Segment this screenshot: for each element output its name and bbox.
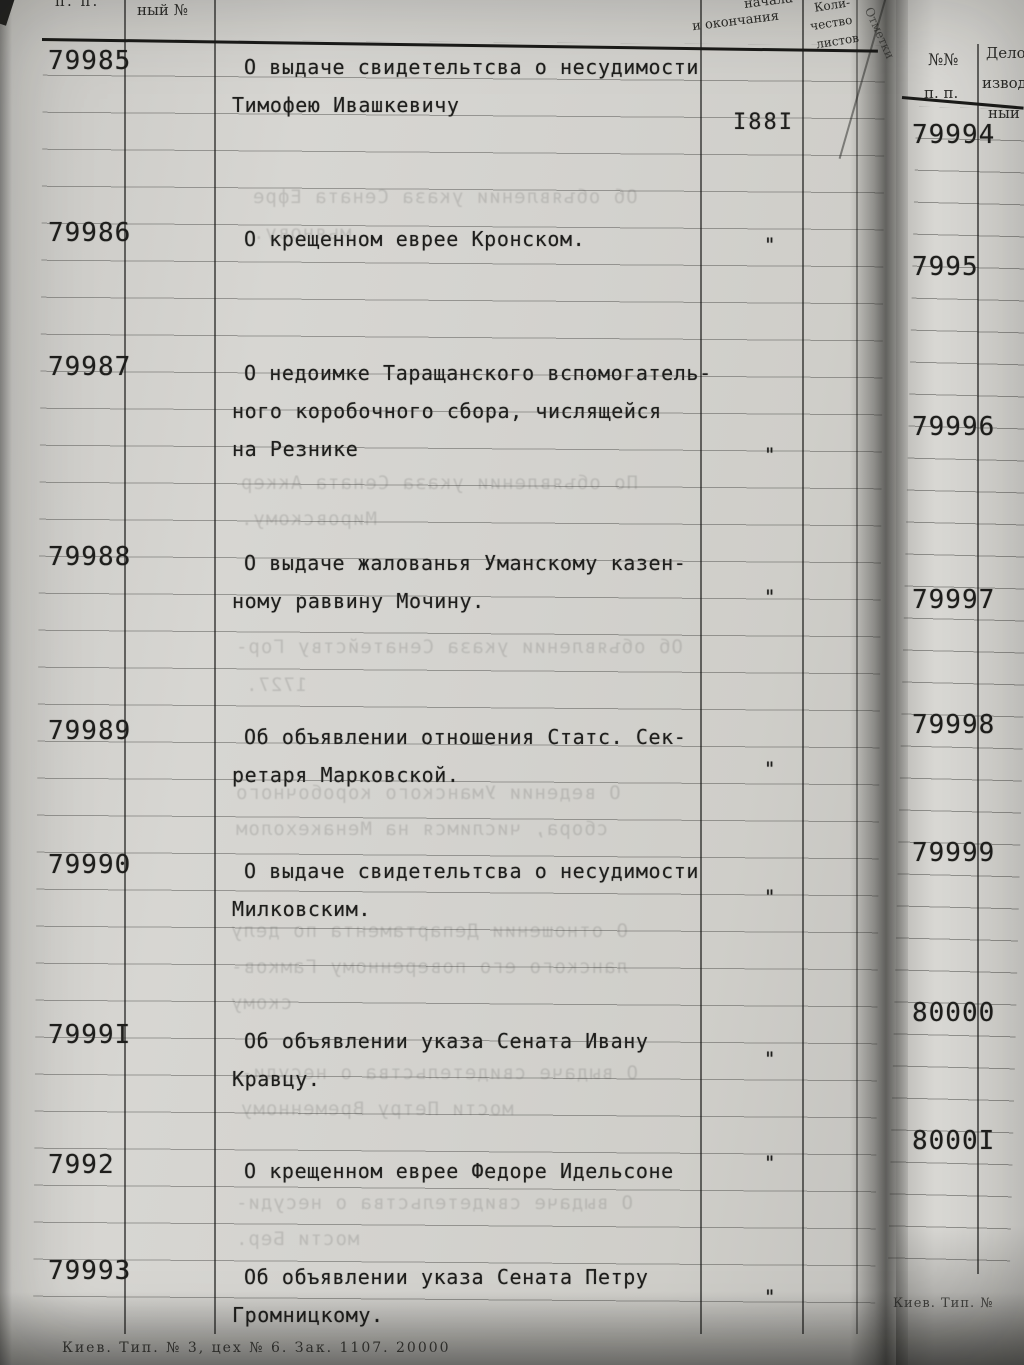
header-proceeding-line2: изводе bbox=[982, 74, 1024, 92]
bleedthrough-text: Об объявлении указа Сенатейству Гор- bbox=[235, 636, 683, 658]
header-numbers-line2: п. п. bbox=[924, 84, 959, 102]
case-title: О крещенном еврее Кронском. bbox=[244, 227, 586, 251]
bleedthrough-text: ланского его поверенному Гамков- bbox=[230, 956, 629, 978]
case-number: 79999 bbox=[912, 838, 996, 868]
header-numbers-line1: №№ bbox=[928, 50, 959, 69]
case-number: 79989 bbox=[48, 716, 132, 746]
bleedthrough-text: Об объявлении указа Сената Ефре bbox=[252, 186, 638, 208]
case-title: Об объявлении отношения Статс. Сек- рета… bbox=[232, 725, 687, 787]
bleedthrough-text: сбора, числимся на Менакехолом bbox=[235, 818, 609, 840]
case-title: О крещенном еврее Федоре Идельсоне bbox=[244, 1159, 674, 1183]
bleedthrough-text: скому bbox=[230, 992, 293, 1014]
ditto-mark: " bbox=[764, 444, 776, 466]
case-title: О недоимке Таращанского вспомогатель- но… bbox=[232, 361, 712, 461]
column-divider bbox=[214, 0, 216, 1334]
bleedthrough-text: мости Петру Временному bbox=[240, 1098, 514, 1120]
case-number: 79994 bbox=[912, 120, 996, 150]
ditto-mark: " bbox=[764, 886, 776, 908]
case-number: 79986 bbox=[48, 218, 132, 248]
ditto-mark: " bbox=[764, 586, 776, 608]
header-proceeding-line1: Делоп bbox=[986, 44, 1024, 62]
left-register-page: п. п. ный № начала и окончания Коли- чес… bbox=[0, 0, 897, 1365]
column-divider bbox=[700, 0, 702, 1334]
case-number: 79993 bbox=[48, 1256, 132, 1286]
bleedthrough-text: По объявлении указа Сената Аккер bbox=[240, 472, 639, 494]
bleedthrough-text: мости Бер. bbox=[235, 1228, 360, 1250]
printer-imprint: Киев. Тип. № bbox=[893, 1296, 994, 1311]
case-number: 79988 bbox=[48, 542, 132, 572]
header-sheet-count-line2: чество bbox=[809, 12, 854, 34]
ditto-mark: " bbox=[764, 758, 776, 780]
right-register-page bbox=[896, 0, 1024, 1365]
ditto-mark: " bbox=[764, 1048, 776, 1070]
case-year: I88I bbox=[733, 110, 794, 135]
case-title: О выдаче свидетельтсва о несудимости Тим… bbox=[232, 55, 700, 117]
case-title: О выдаче свидетельтсва о несудимости Мил… bbox=[232, 859, 700, 921]
bleedthrough-text: О выдаче свидетельства о несуди- bbox=[235, 1192, 634, 1214]
ditto-mark: " bbox=[764, 234, 776, 256]
header-order-number: п. п. bbox=[55, 0, 100, 10]
case-title: Об объявлении указа Сената Ивану Кравцу. bbox=[232, 1029, 649, 1091]
case-number: 79996 bbox=[912, 412, 996, 442]
header-proceeding-number: ный № bbox=[137, 1, 188, 19]
case-title: Об объявлении указа Сената Петру Громниц… bbox=[232, 1265, 649, 1327]
case-number: 79997 bbox=[912, 585, 996, 615]
case-number: 80000 bbox=[912, 998, 996, 1028]
case-number: 7999I bbox=[48, 1020, 132, 1050]
case-number: 8000I bbox=[912, 1126, 996, 1156]
case-number: 79987 bbox=[48, 352, 132, 382]
case-number: 79998 bbox=[912, 710, 996, 740]
header-dates-line2: и окончания bbox=[691, 8, 780, 35]
printer-imprint: Киев. Тип. № 3, цех № 6. Зак. 1107. 2000… bbox=[62, 1340, 451, 1356]
bleedthrough-text: Мировскому. bbox=[240, 508, 377, 530]
column-divider bbox=[802, 0, 804, 1334]
ditto-mark: " bbox=[764, 1286, 776, 1308]
case-number: 7992 bbox=[48, 1150, 115, 1180]
column-divider bbox=[856, 0, 858, 1334]
case-title: О выдаче жалованья Уманскому казен- ному… bbox=[232, 551, 687, 613]
bleedthrough-text: 1727. bbox=[245, 674, 308, 696]
ditto-mark: " bbox=[764, 1152, 776, 1174]
column-divider bbox=[977, 44, 979, 1274]
case-number: 7995 bbox=[912, 252, 979, 282]
case-number: 79990 bbox=[48, 850, 132, 880]
case-number: 79985 bbox=[48, 46, 132, 76]
column-divider bbox=[124, 0, 126, 1334]
